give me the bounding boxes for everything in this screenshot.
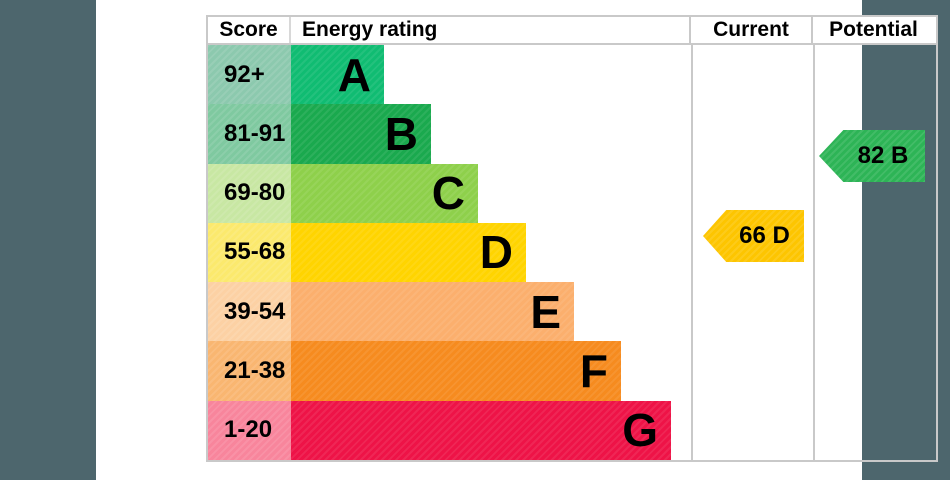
header-potential: Potential [811,17,934,43]
header-score: Score [208,17,291,43]
current-rating-label: 66 D [739,222,790,249]
chart-panel: Score Energy rating Current Potential 92… [96,0,938,480]
rating-bar: E [291,282,574,342]
rating-rows: 92+ A 81-91 B 69-80 C 55-68 D 39-54 E 21… [208,45,936,460]
current-rating-marker: 66 D [703,210,804,262]
rating-row: 92+ A [208,45,936,105]
rating-row: 81-91 B [208,104,936,164]
score-range: 39-54 [208,282,291,342]
rating-bar: C [291,163,478,223]
score-range: 55-68 [208,222,291,283]
rating-row: 1-20 G [208,400,936,460]
score-range: 21-38 [208,341,291,401]
rating-letter: F [579,345,608,398]
potential-column-divider [813,45,815,460]
potential-rating-marker: 82 B [819,130,925,182]
rating-table: Score Energy rating Current Potential 92… [206,15,938,462]
rating-row: 69-80 C [208,163,936,223]
header-current: Current [689,17,811,43]
score-range: 69-80 [208,163,291,223]
rating-bar: G [291,400,671,460]
rating-row: 55-68 D [208,222,936,283]
rating-letter: G [622,404,658,457]
table-header: Score Energy rating Current Potential [208,17,936,45]
rating-letter: D [479,226,513,279]
rating-bar: F [291,341,621,401]
rating-row: 39-54 E [208,282,936,342]
potential-rating-label: 82 B [857,142,909,169]
rating-bar: A [291,45,384,105]
rating-letter: C [431,167,465,220]
rating-bar: B [291,104,431,164]
score-range: 81-91 [208,104,291,164]
header-energy-rating: Energy rating [302,18,438,41]
score-range: 1-20 [208,400,291,460]
rating-letter: A [337,48,371,101]
score-range: 92+ [208,45,291,105]
rating-row: 21-38 F [208,341,936,401]
rating-letter: E [530,285,561,338]
rating-letter: B [384,107,418,160]
current-column-divider [691,45,693,460]
rating-bar: D [291,222,526,283]
